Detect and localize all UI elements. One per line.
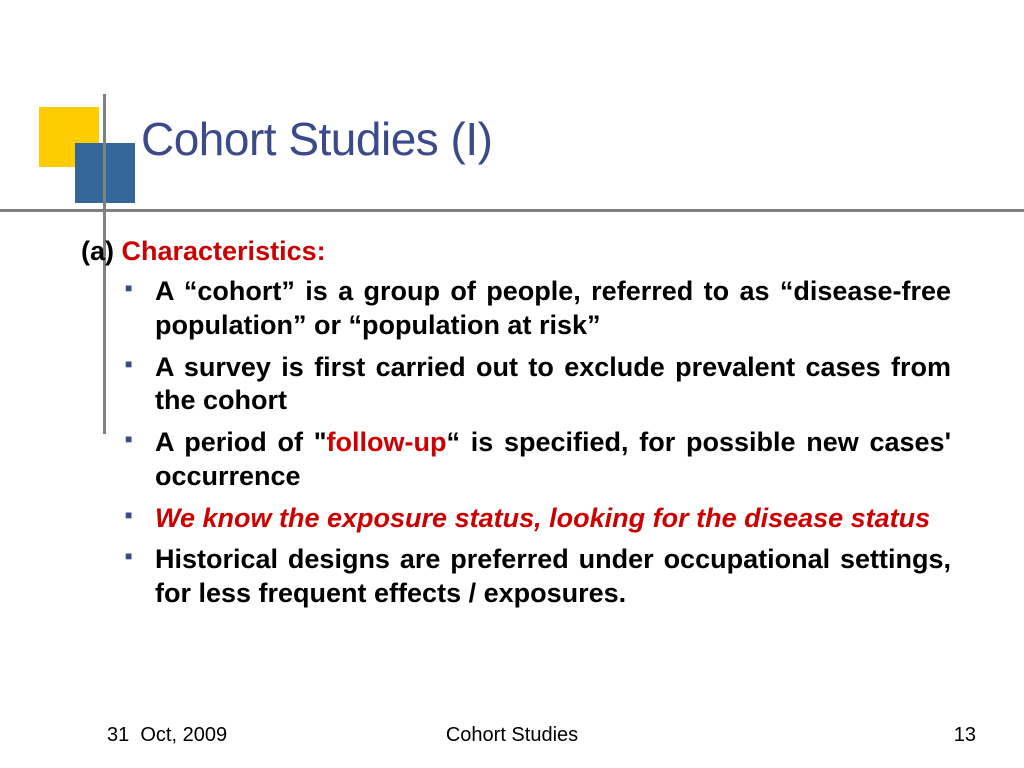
content-area: (a) Characteristics: A “cohort” is a gro… bbox=[81, 236, 951, 619]
footer-page-number: 13 bbox=[954, 724, 976, 747]
footer: 31 Oct, 2009 Cohort Studies 13 bbox=[0, 724, 1024, 752]
bullet-text: A “cohort” is a group of people, referre… bbox=[155, 276, 951, 340]
bullet-list: A “cohort” is a group of people, referre… bbox=[125, 275, 951, 611]
footer-title: Cohort Studies bbox=[0, 724, 1024, 747]
bullet-text: A survey is first carried out to exclude… bbox=[155, 352, 951, 416]
slide-title: Cohort Studies (I) bbox=[141, 112, 492, 166]
bullet-item: Historical designs are preferred under o… bbox=[125, 543, 951, 611]
bullet-text-red: follow-up bbox=[327, 427, 447, 457]
bullet-text-italic-red: We know the exposure status, looking for… bbox=[155, 503, 930, 533]
bullet-item: A period of "follow-up“ is specified, fo… bbox=[125, 426, 951, 494]
heading-prefix: (a) bbox=[81, 236, 122, 266]
bullet-item: A survey is first carried out to exclude… bbox=[125, 351, 951, 419]
bullet-text: Historical designs are preferred under o… bbox=[155, 544, 951, 608]
heading-red: Characteristics: bbox=[122, 236, 326, 266]
bullet-item: We know the exposure status, looking for… bbox=[125, 502, 951, 536]
bullet-item: A “cohort” is a group of people, referre… bbox=[125, 275, 951, 343]
bullet-text-part: A period of " bbox=[155, 427, 327, 457]
slide: Cohort Studies (I) (a) Characteristics: … bbox=[0, 0, 1024, 768]
deco-horizontal-line bbox=[0, 209, 1024, 212]
section-heading: (a) Characteristics: bbox=[81, 236, 951, 267]
